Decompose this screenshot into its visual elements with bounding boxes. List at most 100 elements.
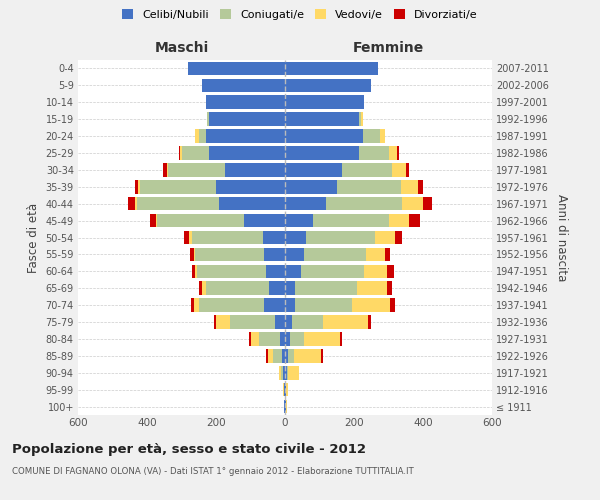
Bar [359,112,361,126]
Bar [380,130,385,143]
Bar [251,332,259,345]
Bar [265,248,285,261]
Bar [340,332,342,345]
Bar [364,264,387,278]
Bar [389,146,397,160]
Bar [359,146,389,160]
Bar [266,349,268,362]
Bar [342,163,392,176]
Bar [397,146,399,160]
Bar [285,78,371,92]
Bar [202,282,206,295]
Bar [285,62,378,75]
Bar [289,366,299,380]
Bar [268,349,273,362]
Bar [269,282,285,295]
Bar [289,349,293,362]
Bar [285,400,286,413]
Bar [273,349,281,362]
Bar [387,264,394,278]
Bar [199,282,202,295]
Bar [285,130,362,143]
Bar [230,316,275,329]
Bar [295,298,352,312]
Bar [214,316,216,329]
Bar [358,282,387,295]
Bar [259,332,280,345]
Bar [285,96,364,109]
Bar [283,366,285,380]
Bar [199,130,206,143]
Bar [387,282,392,295]
Bar [196,130,199,143]
Bar [199,298,265,312]
Bar [284,383,285,396]
Bar [290,332,304,345]
Bar [286,400,287,413]
Bar [194,298,199,312]
Bar [418,180,423,194]
Bar [197,264,266,278]
Bar [194,248,196,261]
Bar [326,197,402,210]
Bar [284,400,285,413]
Bar [285,383,286,396]
Bar [287,366,289,380]
Bar [285,316,292,329]
Bar [168,163,224,176]
Bar [137,197,220,210]
Bar [192,230,263,244]
Y-axis label: Fasce di età: Fasce di età [27,202,40,272]
Bar [304,332,340,345]
Bar [337,180,401,194]
Bar [189,230,192,244]
Bar [285,180,337,194]
Bar [139,180,140,194]
Bar [285,197,326,210]
Bar [281,349,285,362]
Bar [403,197,423,210]
Bar [286,383,288,396]
Bar [285,349,289,362]
Bar [409,214,419,228]
Bar [167,163,168,176]
Bar [285,112,359,126]
Bar [190,248,194,261]
Text: COMUNE DI FAGNANO OLONA (VA) - Dati ISTAT 1° gennaio 2012 - Elaborazione TUTTITA: COMUNE DI FAGNANO OLONA (VA) - Dati ISTA… [12,468,414,476]
Bar [285,163,342,176]
Bar [389,214,409,228]
Legend: Celibi/Nubili, Coniugati/e, Vedovi/e, Divorziati/e: Celibi/Nubili, Coniugati/e, Vedovi/e, Di… [119,6,481,23]
Bar [275,316,285,329]
Bar [216,316,230,329]
Bar [392,163,406,176]
Bar [163,163,167,176]
Bar [188,62,285,75]
Bar [401,180,418,194]
Bar [209,112,285,126]
Bar [285,230,306,244]
Bar [224,163,285,176]
Bar [295,282,358,295]
Bar [362,130,380,143]
Bar [301,264,364,278]
Bar [220,197,285,210]
Bar [306,230,374,244]
Bar [361,112,362,126]
Bar [216,180,285,194]
Bar [285,282,295,295]
Bar [285,298,295,312]
Bar [181,146,182,160]
Bar [280,332,285,345]
Bar [206,282,269,295]
Bar [244,214,285,228]
Text: Femmine: Femmine [353,41,424,55]
Bar [281,366,283,380]
Bar [292,316,323,329]
Bar [366,248,385,261]
Bar [151,214,155,228]
Bar [196,248,265,261]
Bar [285,264,301,278]
Bar [157,214,244,228]
Bar [352,298,390,312]
Bar [135,197,137,210]
